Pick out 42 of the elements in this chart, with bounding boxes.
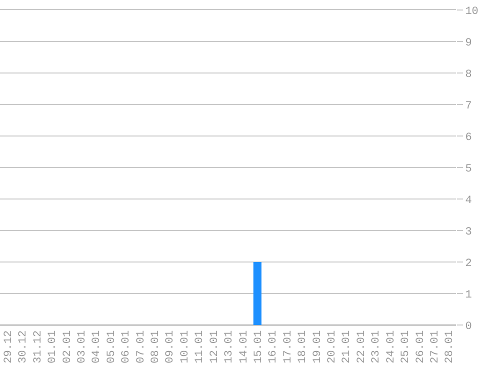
- x-tick-label: 23.01: [370, 330, 383, 364]
- x-tick-label: 19.01: [312, 330, 324, 364]
- x-tick-label: 30.12: [18, 330, 30, 364]
- x-tick-label: 31.12: [32, 330, 44, 364]
- x-tick-label: 26.01: [414, 330, 427, 364]
- x-tick-label: 24.01: [385, 330, 398, 364]
- x-tick-label: 06.01: [120, 330, 133, 364]
- y-tick-label: 2: [465, 258, 472, 270]
- y-tick-label: 8: [465, 68, 472, 81]
- x-tick-label: 11.01: [194, 330, 206, 364]
- x-tick-label: 13.01: [224, 330, 236, 364]
- x-tick-label: 12.01: [208, 330, 221, 364]
- x-tick-label: 09.01: [164, 330, 177, 364]
- y-tick-label: 6: [465, 132, 472, 144]
- y-tick-label: 3: [465, 226, 472, 238]
- x-tick-label: 18.01: [297, 330, 310, 364]
- y-tick-label: 9: [465, 37, 472, 50]
- x-tick-label: 20.01: [326, 330, 339, 364]
- y-tick-label: 5: [465, 163, 472, 176]
- y-tick-label: 4: [465, 194, 472, 207]
- x-tick-label: 03.01: [76, 330, 88, 364]
- x-tick-label: 08.01: [150, 330, 162, 364]
- x-tick-label: 05.01: [106, 330, 118, 364]
- x-tick-label: 28.01: [444, 330, 456, 364]
- x-tick-label: 01.01: [47, 330, 60, 364]
- y-tick-label: 7: [465, 100, 472, 112]
- x-tick-label: 04.01: [91, 330, 104, 364]
- x-tick-label: 14.01: [238, 330, 250, 364]
- x-tick-label: 21.01: [341, 330, 354, 364]
- x-tick-label: 25.01: [400, 330, 412, 364]
- y-tick-label: 10: [465, 6, 478, 18]
- y-tick-label: 0: [465, 320, 472, 333]
- x-tick-label: 02.01: [62, 330, 74, 364]
- x-tick-label: 22.01: [356, 330, 368, 364]
- x-tick-label: 16.01: [268, 330, 280, 364]
- x-tick-label: 15.01: [252, 330, 265, 364]
- x-tick-label: 07.01: [135, 330, 148, 364]
- x-tick-label: 10.01: [179, 330, 192, 364]
- x-tick-label: 29.12: [2, 330, 15, 364]
- y-tick-label: 1: [465, 289, 472, 302]
- x-tick-label: 27.01: [430, 330, 442, 364]
- x-tick-label: 17.01: [282, 330, 294, 364]
